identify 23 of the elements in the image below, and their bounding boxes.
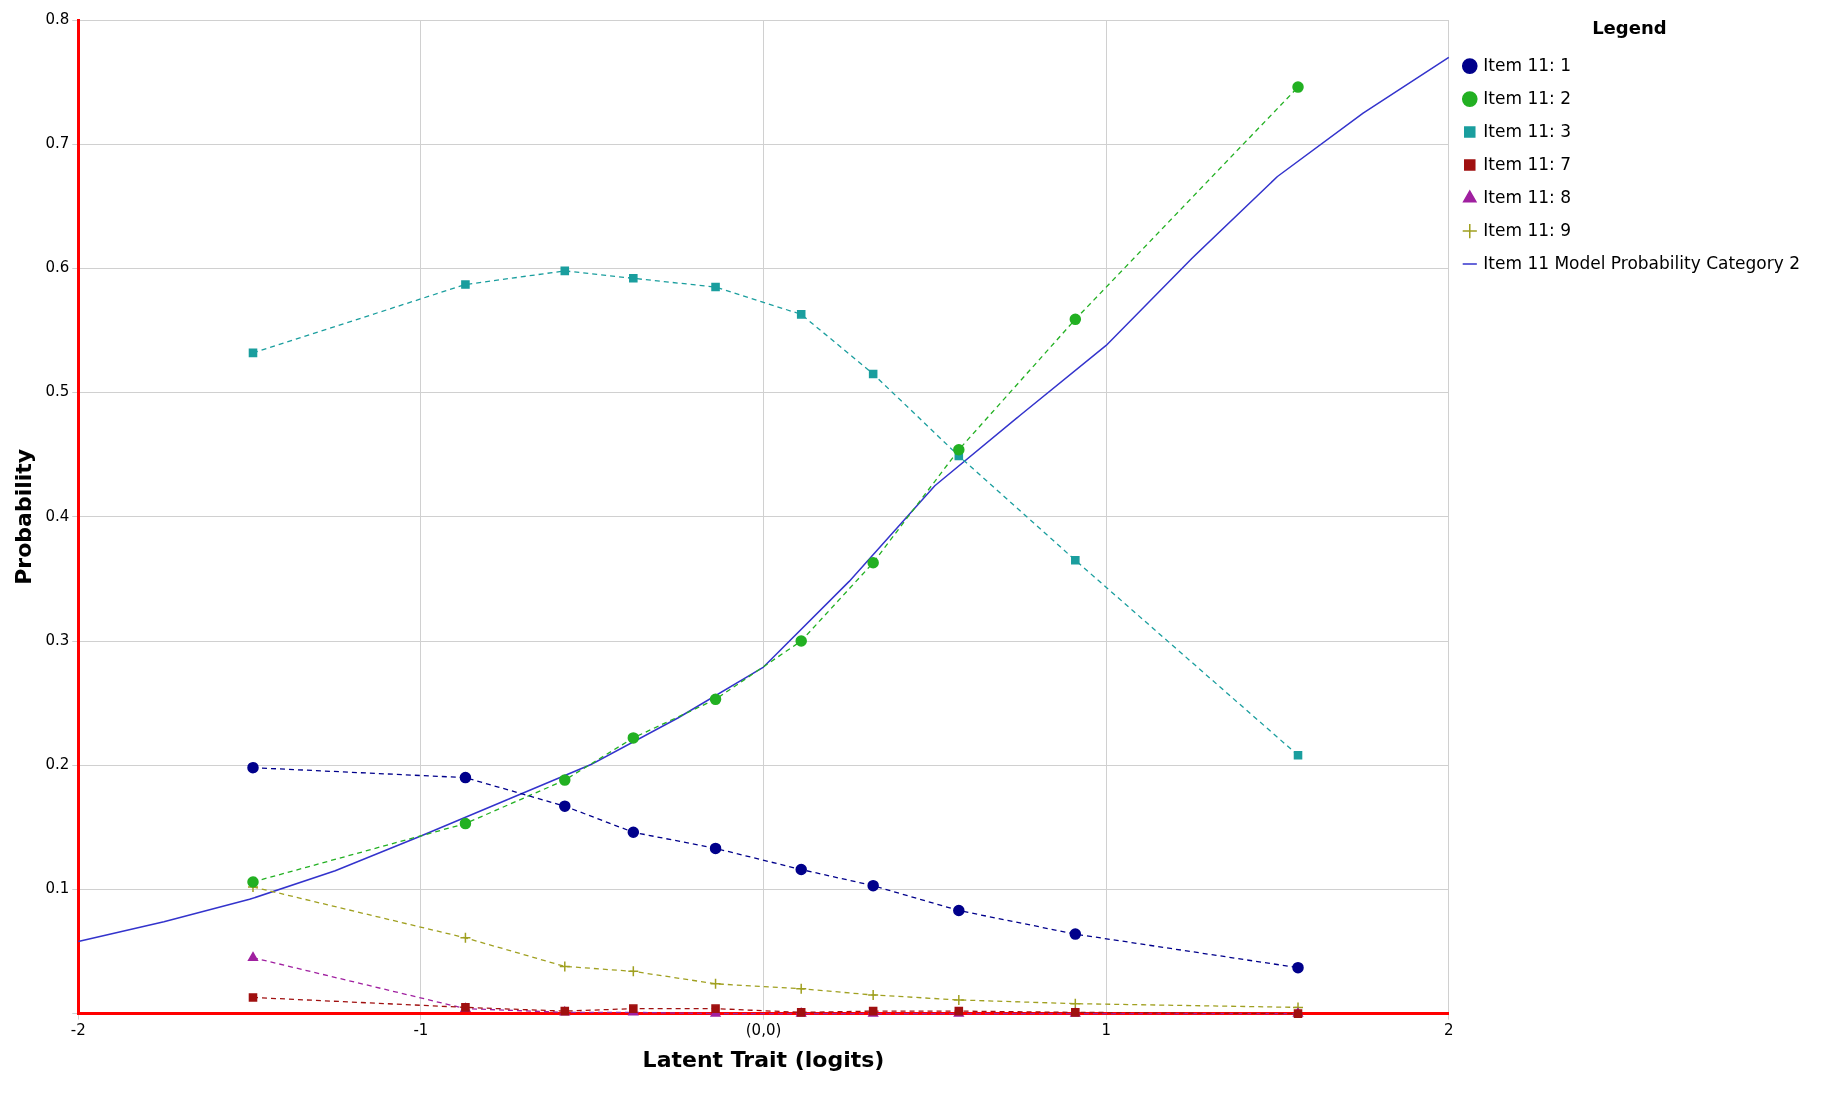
x-tick-label: -1: [413, 1021, 429, 1040]
legend-label: Item 11 Model Probability Category 2: [1483, 252, 1801, 273]
y-tick-label: 0.8: [45, 9, 70, 28]
y-tick-label: 0.1: [45, 879, 70, 898]
legend-label: Item 11: 9: [1483, 219, 1571, 240]
legend-label: Item 11: 2: [1483, 87, 1571, 108]
y-tick-label: 0.2: [45, 755, 70, 774]
y-tick-label: 0.3: [45, 630, 70, 649]
x-tick-label: (0,0): [745, 1021, 782, 1040]
legend-label: Item 11: 7: [1483, 153, 1571, 174]
x-tick-label: 2: [1444, 1021, 1454, 1040]
x-tick-label: 1: [1101, 1021, 1111, 1040]
legend-label: Item 11: 3: [1483, 120, 1571, 141]
y-tick-label: 0.7: [45, 134, 70, 153]
legend-label: Item 11: 1: [1483, 54, 1571, 75]
x-tick-label: -2: [70, 1021, 86, 1040]
y-tick-label: 0.6: [45, 258, 70, 277]
y-tick-label: 0.4: [45, 506, 70, 525]
x-axis-title: Latent Trait (logits): [642, 1046, 885, 1072]
legend-title: Legend: [1592, 16, 1667, 38]
y-axis-title: Probability: [10, 448, 36, 585]
y-tick-label: 0.5: [45, 382, 70, 401]
legend-label: Item 11: 8: [1483, 186, 1571, 207]
